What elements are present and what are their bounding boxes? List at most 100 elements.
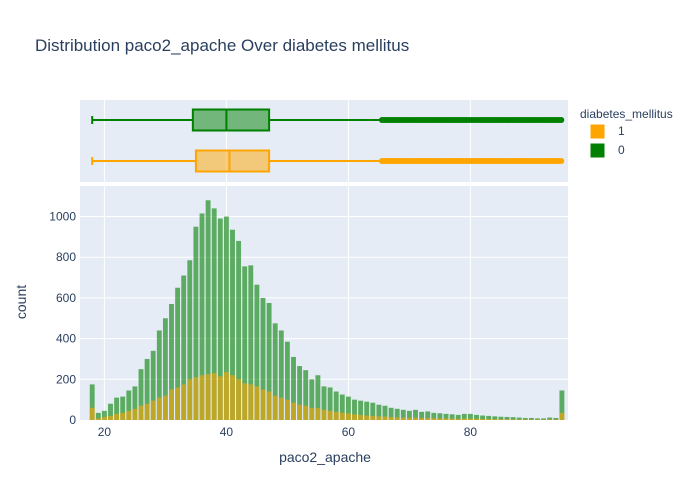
histogram-bar [248,384,254,420]
histogram-bar [516,417,522,420]
histogram-bar [498,416,504,420]
histogram-bar [132,386,138,420]
boxplot-box [194,149,271,173]
histogram-bar [339,394,345,420]
histogram-bar [230,229,235,420]
histogram-bar [126,390,132,420]
histogram-bar [333,411,339,420]
histogram-bar [291,402,296,420]
histogram-bar [284,341,290,420]
histogram-bar [211,208,217,420]
histogram-bar [175,387,181,420]
histogram-bar [352,399,357,420]
histogram-bar [480,418,486,420]
histogram-bar [236,240,242,420]
histogram-bar [309,407,315,420]
histogram-bar [461,413,467,420]
histogram-bar [101,410,107,420]
histogram-bar [120,396,126,420]
histogram-bar [376,404,382,420]
histogram-bar [284,399,290,420]
histogram-bar [108,403,113,420]
legend-swatch-0 [590,143,605,158]
histogram-bar [345,413,351,420]
boxplot-outlier [558,117,565,123]
histogram-bar [504,419,510,420]
histogram-bar [553,419,559,420]
histogram-bar [126,410,132,420]
box-plot-area [80,100,568,182]
histogram-bar [431,418,437,420]
histogram-bar [303,370,309,420]
histogram-bar [156,397,162,420]
histogram-bar [455,418,461,420]
histogram-bar [291,356,296,420]
histogram-bar [89,384,95,420]
histogram-bar [162,395,168,420]
histogram-bar [547,419,553,420]
histogram-bar [419,417,425,420]
histogram-bar [388,407,394,420]
histogram-bar [406,410,412,420]
histogram-bar [455,414,461,420]
histogram-bar [425,417,431,420]
histogram-bar [315,375,321,420]
histogram-bar [370,402,376,420]
x-tick-label: 40 [220,425,234,439]
histogram-bar [413,417,418,420]
histogram-bar [382,416,388,420]
y-tick-label: 400 [56,332,76,346]
histogram-bar [535,419,540,420]
histogram-bar [358,400,364,420]
histogram-series-0 [89,200,565,420]
histogram-bar [205,200,211,420]
histogram-bar [327,410,333,420]
histogram-bar [321,386,327,420]
histogram-bar [297,404,303,420]
histogram-bar [333,391,339,420]
histogram-bar [449,418,455,420]
histogram-bar [400,409,406,420]
histogram-bar [217,218,223,420]
histogram-bar [187,379,193,420]
histogram-bar [382,405,388,420]
histogram-bar [181,275,187,420]
histogram-bar [89,407,95,420]
histogram-bar [242,266,248,420]
histogram-bar [443,413,449,420]
histogram-bar [474,414,479,420]
legend-title: diabetes_mellitus [580,107,673,121]
histogram-bar [315,408,321,420]
histogram-bar [260,389,266,420]
legend-label-0: 0 [618,143,625,157]
histogram-bar [120,412,126,420]
chart-title: Distribution paco2_apache Over diabetes … [35,36,409,55]
y-tick-label: 800 [56,250,76,264]
legend-label-1: 1 [618,124,625,138]
histogram-bar [150,350,156,420]
x-tick-label: 80 [464,425,478,439]
histogram-bar [138,405,144,420]
histogram-series-1 [89,372,565,420]
histogram-bar [297,366,303,420]
histogram-bar [406,417,412,420]
histogram-bar [108,415,113,420]
histogram-bar [547,417,553,420]
histogram-bar [522,417,528,420]
histogram-bar [205,374,211,420]
histogram-bar [437,413,443,420]
histogram-bar [388,416,394,420]
histogram-bar [400,417,406,420]
histogram-bar [199,213,205,420]
histogram-bar [474,418,479,420]
histogram-bar [352,414,357,420]
y-tick-label: 600 [56,291,76,305]
histogram-bar [394,408,400,420]
histogram-bar [443,418,449,420]
histogram-bar [345,396,351,420]
y-axis-title: count [13,285,29,319]
histogram-bar [272,395,278,420]
histogram-bar [278,330,284,420]
histogram-bar [248,265,254,420]
